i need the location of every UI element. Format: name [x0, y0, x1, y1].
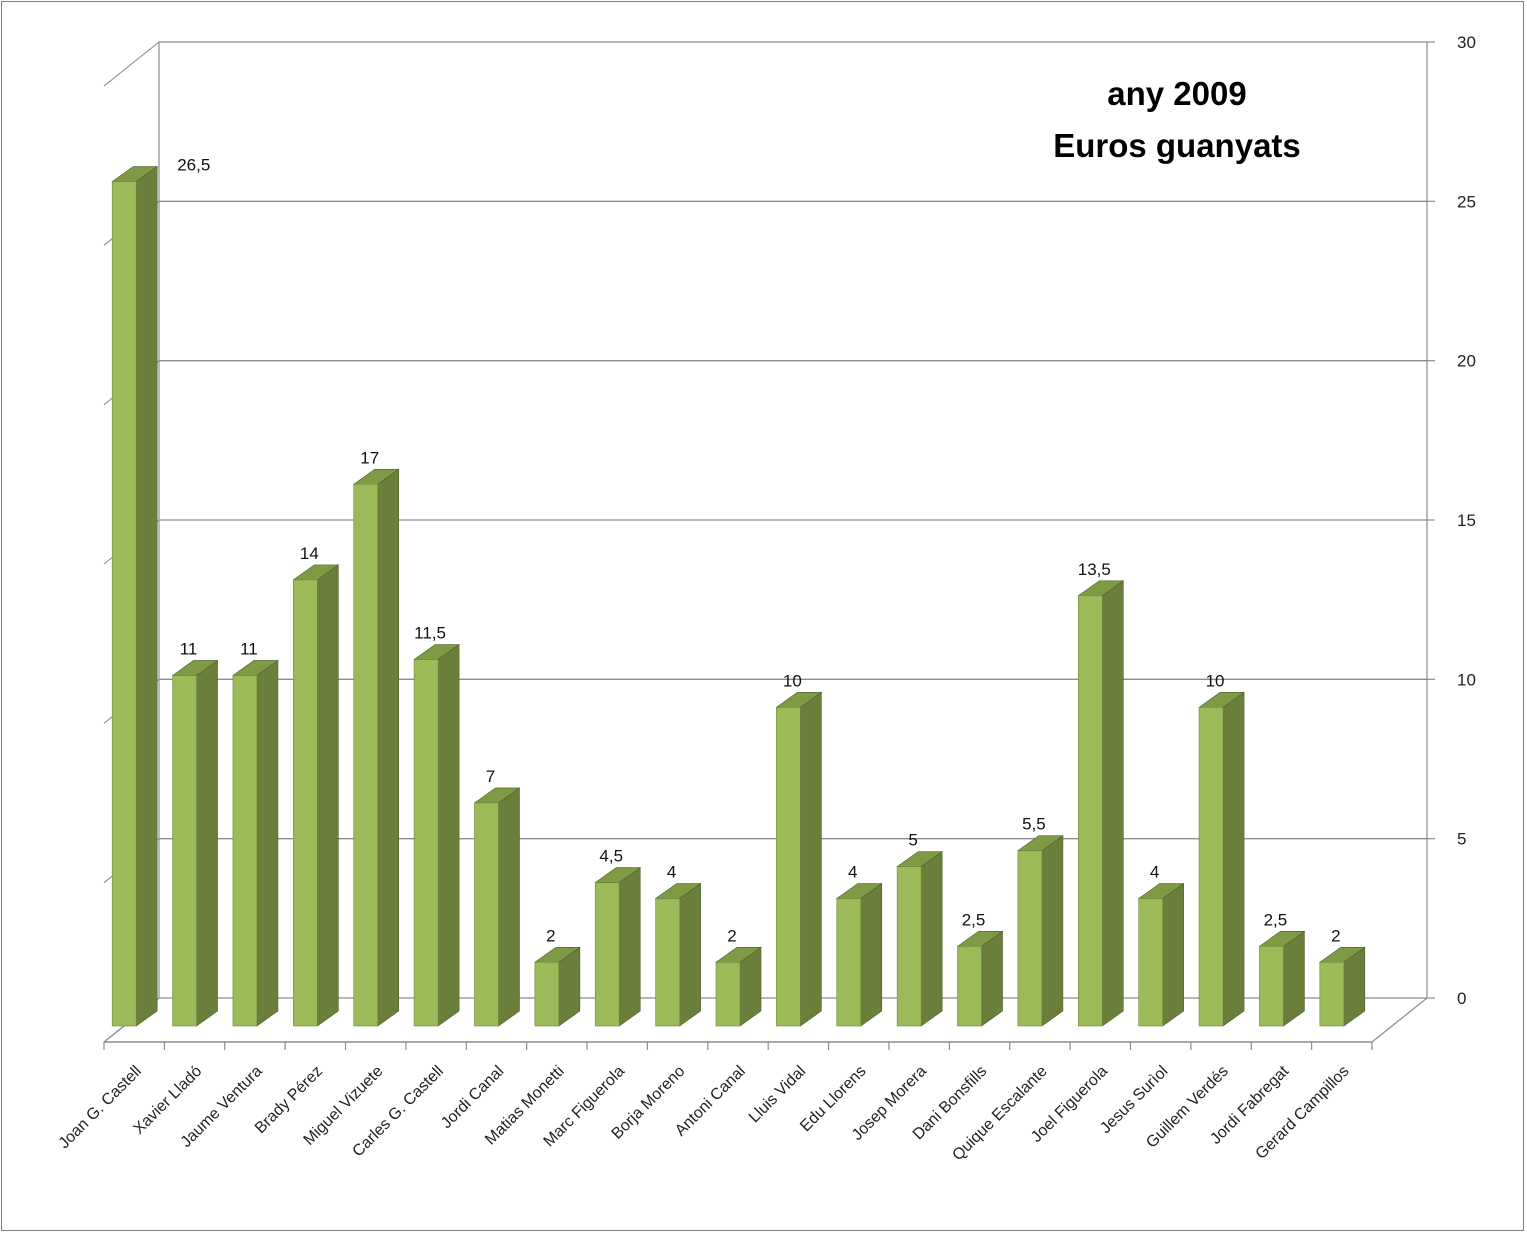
bar-side-face	[196, 659, 218, 1027]
data-label: 13,5	[1078, 560, 1111, 579]
bar-front-face	[655, 898, 680, 1027]
data-label: 5,5	[1022, 815, 1046, 834]
bar-front-face	[836, 898, 862, 1027]
bar	[473, 787, 521, 1027]
bar	[533, 946, 581, 1027]
y-tick-label: 10	[1457, 670, 1476, 689]
data-label: 14	[300, 544, 319, 563]
bar-side-face	[377, 468, 400, 1027]
bar-side-face	[317, 564, 339, 1027]
bar-front-face	[353, 483, 379, 1027]
category-label: Joan G. Castell	[56, 1063, 145, 1152]
data-label: 4	[1150, 863, 1159, 882]
bar-front-face	[111, 181, 137, 1027]
bar	[111, 165, 159, 1027]
bar-side-face	[1283, 930, 1305, 1027]
data-label: 11	[180, 639, 198, 658]
bar-front-face	[1259, 946, 1284, 1027]
data-label: 2,5	[962, 910, 986, 929]
bar	[715, 946, 762, 1027]
bar-side-face	[800, 691, 822, 1027]
bar-front-face	[474, 802, 499, 1027]
y-tick-label: 0	[1457, 989, 1466, 1008]
data-label: 2	[727, 926, 736, 945]
bar	[1258, 930, 1306, 1027]
y-tick-label: 30	[1457, 33, 1476, 52]
bar-side-face	[256, 659, 279, 1027]
data-label: 11	[240, 639, 258, 658]
data-label: 2	[546, 926, 555, 945]
chart-title-line: any 2009	[1107, 75, 1246, 112]
bar-front-face	[1138, 898, 1163, 1027]
bar-side-face	[679, 882, 701, 1027]
chart-title: any 2009 Euros guanyats	[1053, 75, 1301, 164]
bar-side-face	[860, 882, 883, 1027]
data-label: 10	[783, 671, 802, 690]
bar-side-face	[1041, 835, 1064, 1027]
data-label: 4	[667, 863, 676, 882]
bar	[1077, 580, 1125, 1027]
data-label: 2,5	[1264, 910, 1288, 929]
data-label: 4,5	[599, 847, 623, 866]
data-label: 26,5	[177, 156, 210, 175]
bar	[1198, 691, 1245, 1027]
bar-side-face	[498, 787, 520, 1027]
bar-side-face	[437, 643, 460, 1027]
data-label: 10	[1206, 671, 1225, 690]
bar	[352, 468, 400, 1027]
bar	[896, 851, 944, 1027]
bar-front-face	[1198, 707, 1224, 1027]
category-label: Lluis Vidal	[746, 1063, 809, 1126]
bar-front-face	[1319, 961, 1345, 1027]
bar	[232, 659, 279, 1027]
data-label: 5	[908, 831, 917, 850]
bar-front-face	[1017, 850, 1043, 1027]
bar-front-face	[896, 866, 922, 1027]
bar-side-face	[1222, 691, 1245, 1027]
bar	[1016, 835, 1064, 1027]
data-label: 2	[1331, 926, 1340, 945]
data-label: 7	[486, 767, 495, 786]
bar	[292, 564, 340, 1027]
y-tick-label: 5	[1457, 830, 1466, 849]
bar-front-face	[232, 675, 258, 1027]
y-tick-label: 20	[1457, 352, 1476, 371]
bar-front-face	[776, 707, 801, 1027]
bar-side-face	[920, 851, 943, 1027]
y-tick-label: 15	[1457, 511, 1476, 530]
bar-side-face	[135, 165, 158, 1027]
side-gridline	[103, 41, 160, 87]
bar-front-face	[172, 675, 197, 1027]
bar-front-face	[413, 659, 439, 1027]
bar	[413, 643, 461, 1027]
bar-side-face	[981, 930, 1003, 1027]
bar-side-face	[618, 867, 641, 1027]
bar	[835, 882, 883, 1027]
data-label: 17	[360, 448, 379, 467]
bar-front-face	[1077, 595, 1103, 1027]
bars-layer	[111, 165, 1366, 1027]
bar	[654, 882, 702, 1027]
bar	[956, 930, 1004, 1027]
data-label: 4	[848, 863, 857, 882]
bar-front-face	[534, 961, 560, 1027]
y-tick-label: 25	[1457, 192, 1476, 211]
bar-front-face	[293, 579, 318, 1027]
bar-front-face	[957, 946, 982, 1027]
chart-title-line: Euros guanyats	[1053, 127, 1301, 164]
bar	[594, 867, 642, 1027]
data-label: 11,5	[414, 624, 446, 643]
bar-front-face	[715, 961, 741, 1027]
bar-side-face	[1101, 580, 1124, 1027]
floor-right-edge	[1371, 997, 1428, 1043]
bar-front-face	[594, 882, 620, 1027]
bar	[171, 659, 219, 1027]
bar	[1318, 946, 1366, 1027]
bar-side-face	[1162, 882, 1184, 1027]
bar	[775, 691, 823, 1027]
bar	[1137, 882, 1185, 1027]
